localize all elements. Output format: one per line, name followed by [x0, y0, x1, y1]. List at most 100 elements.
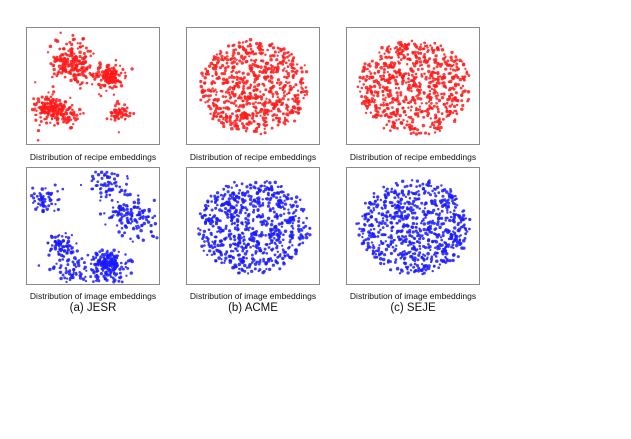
scatter-point — [222, 187, 226, 191]
scatter-point — [408, 196, 412, 200]
scatter-point — [294, 83, 298, 87]
scatter-point — [454, 234, 458, 238]
scatter-point — [373, 98, 377, 102]
scatter-point — [449, 55, 453, 60]
scatter-point — [50, 105, 54, 108]
scatter-point — [394, 70, 399, 74]
scatter-point — [260, 97, 263, 101]
scatter-point — [287, 98, 290, 101]
scatter-point — [451, 111, 455, 115]
scatter-point — [130, 259, 134, 264]
scatter-point — [303, 94, 306, 97]
scatter-point — [396, 235, 401, 239]
scatter-point — [385, 47, 389, 51]
scatter-point — [236, 200, 240, 204]
scatter-point — [223, 210, 227, 214]
scatter-point — [109, 263, 112, 266]
scatter-point — [230, 216, 234, 220]
scatter-point — [419, 51, 423, 55]
scatter-point — [67, 65, 70, 68]
scatter-point — [374, 108, 378, 113]
scatter-point — [376, 195, 380, 199]
scatter-point — [464, 232, 468, 236]
scatter-point — [278, 267, 282, 271]
scatter-point — [434, 113, 438, 117]
scatter-point — [434, 94, 438, 98]
scatter-point — [240, 122, 244, 126]
scatter-point — [386, 70, 390, 74]
scatter-point — [237, 80, 242, 85]
scatter-point — [374, 61, 379, 66]
scatter-point — [409, 86, 413, 90]
scatter-point — [459, 86, 463, 90]
scatter-point — [294, 214, 297, 218]
scatter-point — [98, 61, 102, 65]
scatter-point — [421, 237, 425, 240]
scatter-point — [129, 222, 132, 225]
scatter-point — [302, 221, 305, 225]
scatter-point — [102, 274, 106, 279]
scatter-point — [373, 255, 377, 259]
scatter-point — [285, 112, 289, 116]
scatter-point — [376, 249, 380, 253]
scatter-point — [57, 64, 62, 68]
scatter-point — [414, 229, 418, 233]
scatter-point — [268, 100, 272, 104]
scatter-point — [420, 222, 423, 225]
scatter-point — [424, 268, 428, 272]
scatter-point — [36, 138, 40, 142]
scatter-point — [230, 223, 234, 226]
scatter-point — [407, 224, 410, 228]
scatter-point — [266, 193, 270, 196]
scatter-point — [204, 101, 207, 104]
scatter-point — [246, 44, 250, 48]
scatter-point — [246, 86, 250, 90]
scatter-point — [69, 118, 73, 122]
scatter-point — [437, 233, 441, 237]
scatter-point — [56, 190, 59, 193]
scatter-point — [277, 109, 281, 113]
scatter-point — [42, 106, 46, 110]
scatter-point — [367, 100, 371, 104]
scatter-point — [437, 124, 440, 128]
scatter-point — [219, 111, 222, 115]
scatter-point — [397, 229, 401, 233]
scatter-point — [291, 244, 294, 247]
scatter-point — [454, 205, 457, 209]
scatter-point — [237, 106, 240, 109]
scatter-point — [432, 221, 436, 225]
scatter-point — [206, 94, 211, 98]
scatter-point — [225, 61, 229, 65]
scatter-point — [389, 129, 392, 132]
scatter-point — [35, 194, 39, 198]
scatter-point — [94, 251, 98, 256]
scatter-point — [419, 131, 423, 135]
scatter-point — [403, 238, 407, 242]
scatter-point — [374, 115, 378, 119]
scatter-point — [89, 54, 93, 58]
scatter-point — [255, 114, 259, 118]
scatter-point — [211, 117, 215, 121]
scatter-point — [382, 185, 386, 189]
scatter-point — [449, 215, 453, 219]
scatter-point — [262, 251, 266, 254]
scatter-point — [259, 90, 262, 93]
scatter-point — [226, 209, 230, 212]
scatter-point — [50, 244, 54, 247]
scatter-point — [395, 244, 398, 247]
scatter-point — [214, 259, 218, 263]
scatter-point — [37, 99, 41, 104]
scatter-point — [414, 108, 418, 112]
scatter-point — [114, 69, 118, 73]
scatter-point — [250, 232, 253, 236]
scatter-point — [203, 208, 206, 212]
scatter-point — [72, 271, 75, 274]
scatter-point — [32, 192, 36, 196]
scatter-point — [99, 199, 102, 202]
scatter-point — [52, 265, 56, 269]
scatter-point — [415, 179, 420, 183]
scatter-point — [415, 191, 418, 194]
scatter-point — [455, 103, 459, 107]
scatter-point — [229, 101, 233, 105]
scatter-point — [264, 69, 268, 73]
